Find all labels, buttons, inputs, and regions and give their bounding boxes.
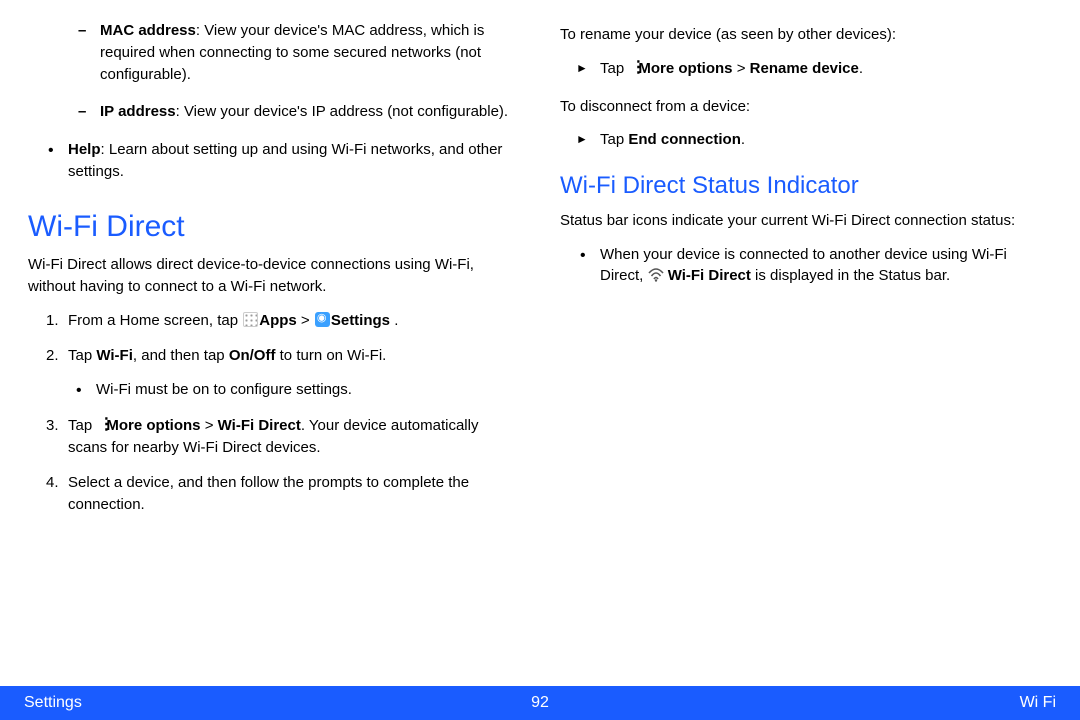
step-2-mid: , and then tap (133, 347, 229, 364)
step-1-post: . (390, 312, 398, 329)
status-item: When your device is connected to another… (600, 244, 1052, 288)
wifi-direct-icon (648, 268, 664, 282)
step-1-marker: 1. (46, 310, 59, 332)
right-column: To rename your device (as seen by other … (560, 20, 1052, 674)
rename-list: Tap More options > Rename device. (560, 58, 1052, 80)
help-list: Help: Learn about setting up and using W… (28, 139, 520, 183)
step-4-marker: 4. (46, 472, 59, 494)
step-2-sublist: Wi-Fi must be on to configure settings. (68, 379, 520, 401)
rename-cmd: Rename device (750, 60, 859, 77)
wifi-direct-intro: Wi-Fi Direct allows direct device-to-dev… (28, 254, 520, 298)
step-2-post: to turn on Wi-Fi. (275, 347, 386, 364)
left-column: MAC address: View your device's MAC addr… (28, 20, 520, 674)
more-options-icon (629, 60, 637, 75)
footer-left: Settings (24, 691, 82, 714)
step-1-pre: From a Home screen, tap (68, 312, 242, 329)
dash-list: MAC address: View your device's MAC addr… (28, 20, 520, 123)
step-2: 2. Tap Wi-Fi, and then tap On/Off to tur… (68, 345, 520, 401)
step-3: 3. Tap More options > Wi-Fi Direct. Your… (68, 415, 520, 459)
rename-step: Tap More options > Rename device. (600, 58, 1052, 80)
step-3-wd: Wi-Fi Direct (218, 417, 301, 434)
footer-page-number: 92 (531, 691, 549, 714)
apps-icon (243, 312, 258, 327)
step-2-sub: Wi-Fi must be on to configure settings. (96, 379, 520, 401)
help-label: Help (68, 141, 101, 158)
disc-post: . (741, 131, 745, 148)
step-4: 4. Select a device, and then follow the … (68, 472, 520, 516)
disconnect-step: Tap End connection. (600, 129, 1052, 151)
step-2-onoff: On/Off (229, 347, 276, 364)
settings-icon (315, 312, 330, 327)
step-2-pre: Tap (68, 347, 96, 364)
ip-address-item: IP address: View your device's IP addres… (100, 101, 520, 123)
rename-pre: Tap (600, 60, 628, 77)
mac-label: MAC address (100, 22, 196, 39)
step-1-gt: > (297, 312, 314, 329)
rename-post: . (859, 60, 863, 77)
step-3-pre: Tap (68, 417, 96, 434)
status-label: Wi-Fi Direct (668, 267, 751, 284)
step-3-marker: 3. (46, 415, 59, 437)
page-body: MAC address: View your device's MAC addr… (0, 0, 1080, 674)
step-3-more: More options (106, 417, 200, 434)
status-list: When your device is connected to another… (560, 244, 1052, 288)
rename-intro: To rename your device (as seen by other … (560, 24, 1052, 46)
disc-cmd: End connection (628, 131, 741, 148)
ip-label: IP address (100, 103, 176, 120)
mac-address-item: MAC address: View your device's MAC addr… (100, 20, 520, 85)
step-4-text: Select a device, and then follow the pro… (68, 474, 469, 513)
step-1-settings: Settings (331, 312, 390, 329)
status-indicator-heading: Wi-Fi Direct Status Indicator (560, 169, 1052, 204)
step-3-gt: > (201, 417, 218, 434)
steps-list: 1. From a Home screen, tap Apps > Settin… (28, 310, 520, 516)
help-text: : Learn about setting up and using Wi-Fi… (68, 141, 502, 180)
footer-right: Wi Fi (1020, 691, 1056, 714)
rename-more: More options (638, 60, 732, 77)
help-item: Help: Learn about setting up and using W… (68, 139, 520, 183)
page-footer: Settings 92 Wi Fi (0, 686, 1080, 720)
disc-pre: Tap (600, 131, 628, 148)
rename-gt: > (733, 60, 750, 77)
status-post: is displayed in the Status bar. (751, 267, 950, 284)
wifi-direct-heading: Wi-Fi Direct (28, 205, 520, 249)
more-options-icon (97, 417, 105, 432)
step-2-wifi: Wi-Fi (96, 347, 133, 364)
step-1: 1. From a Home screen, tap Apps > Settin… (68, 310, 520, 332)
ip-text: : View your device's IP address (not con… (176, 103, 508, 120)
step-2-marker: 2. (46, 345, 59, 367)
step-1-apps: Apps (259, 312, 297, 329)
status-intro: Status bar icons indicate your current W… (560, 210, 1052, 232)
disconnect-intro: To disconnect from a device: (560, 96, 1052, 118)
disconnect-list: Tap End connection. (560, 129, 1052, 151)
